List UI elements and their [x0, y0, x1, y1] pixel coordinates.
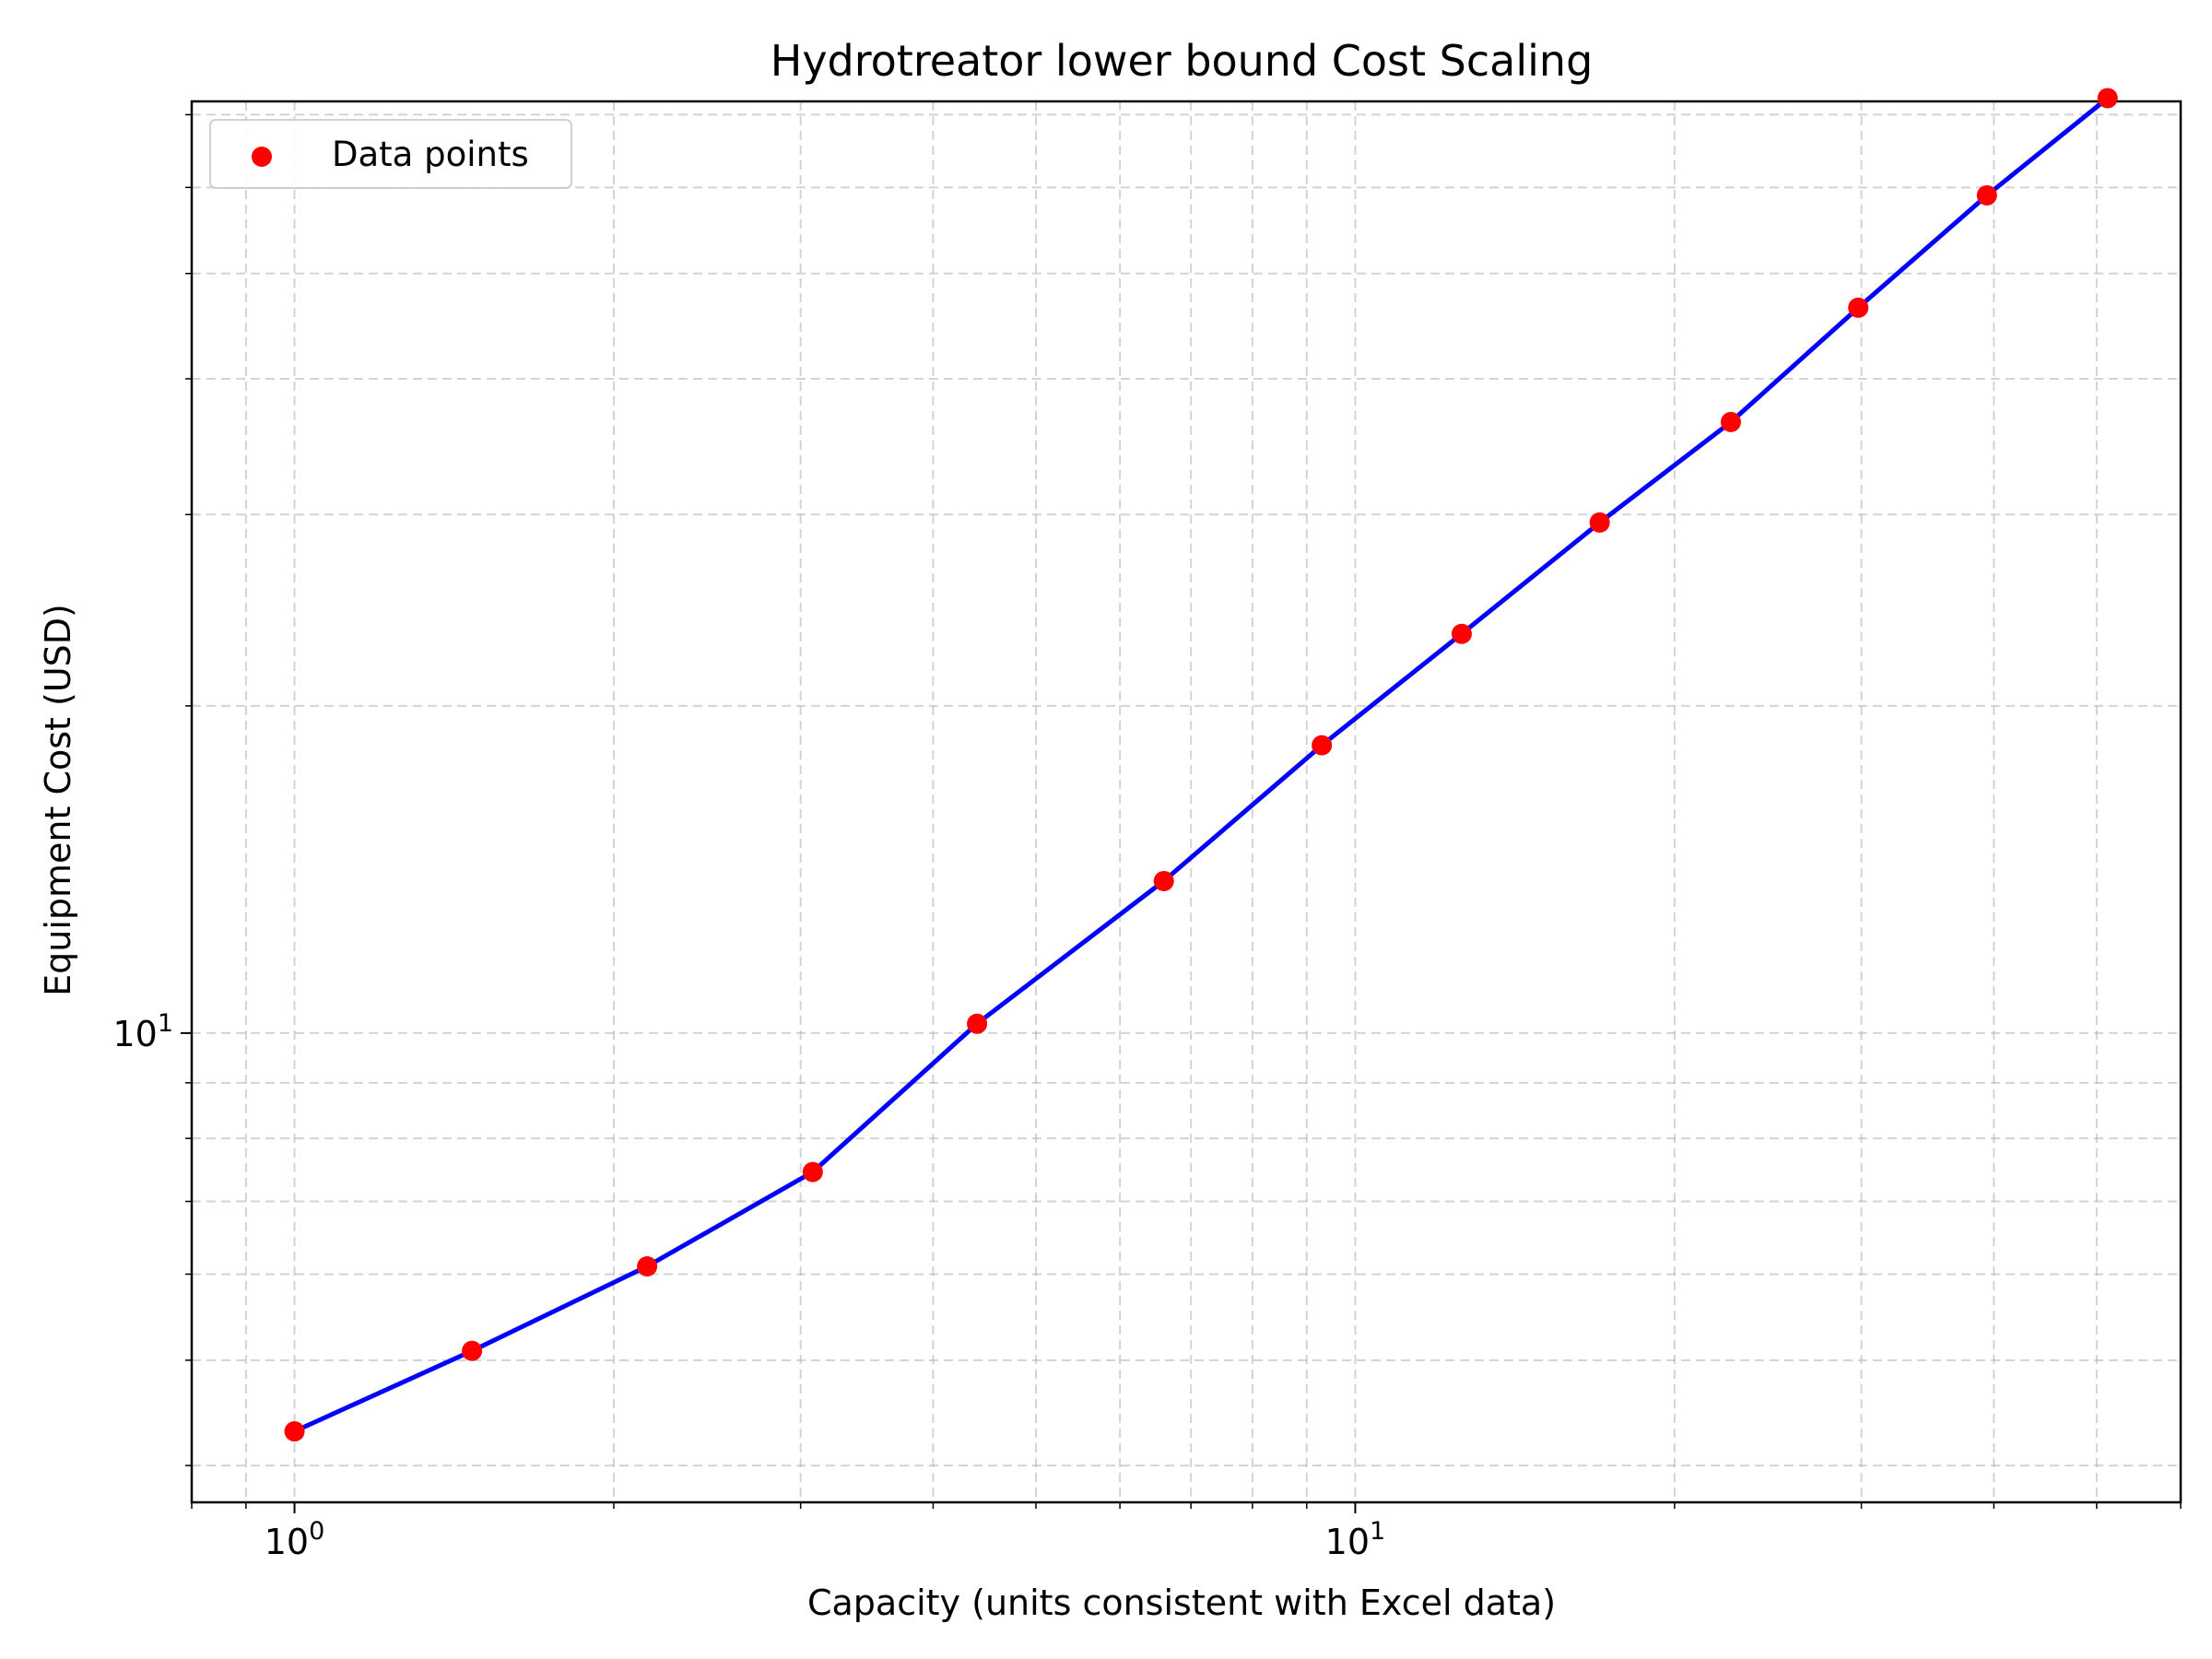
data-point	[1720, 411, 1741, 432]
legend-marker	[252, 147, 272, 167]
data-point	[1312, 735, 1333, 756]
legend: Data points	[209, 119, 572, 189]
data-point	[1451, 623, 1472, 644]
data-points	[284, 88, 2118, 1442]
legend-label: Data points	[332, 135, 529, 174]
data-point	[1589, 512, 1610, 533]
chart-title: Hydrotreator lower bound Cost Scaling	[771, 36, 1594, 86]
x-tick-label: 101	[1325, 1517, 1386, 1562]
data-point	[462, 1340, 483, 1361]
axes-frame	[190, 100, 2183, 1504]
data-point	[967, 1013, 988, 1034]
data-point	[802, 1161, 823, 1182]
y-tick-label: 101	[112, 1009, 173, 1054]
data-point	[2097, 88, 2118, 109]
x-axis-label: Capacity (units consistent with Excel da…	[807, 1583, 1556, 1623]
data-point	[1153, 870, 1174, 891]
data-point	[1976, 184, 1997, 206]
x-tick-label: 100	[265, 1517, 325, 1562]
data-point	[284, 1421, 305, 1442]
plot-area: 100 101 101	[112, 88, 2183, 1562]
data-point	[1848, 297, 1869, 318]
y-axis-label: Equipment Cost (USD)	[38, 604, 78, 996]
data-point	[637, 1255, 658, 1277]
legend-box	[209, 119, 572, 189]
